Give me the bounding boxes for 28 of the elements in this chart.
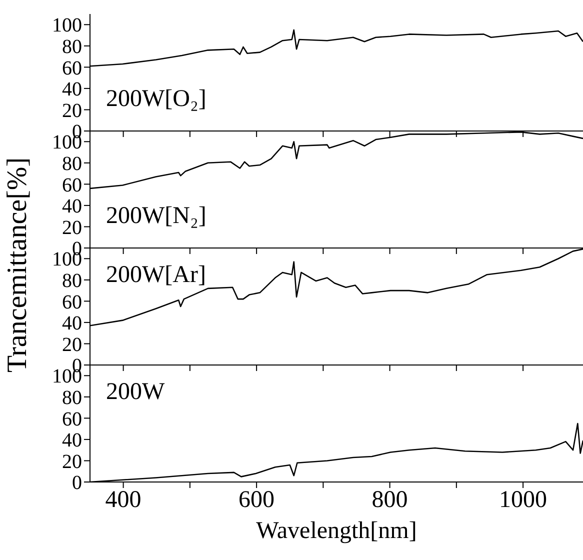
y-tick-label: 60 <box>62 408 82 430</box>
y-tick-label: 60 <box>62 174 82 196</box>
y-tick-label: 80 <box>62 153 82 176</box>
y-axis-title: Trancemittance[%] <box>2 157 34 373</box>
y-tick-label: 80 <box>62 36 82 58</box>
y-tick-label: 80 <box>62 387 82 410</box>
annotation: 200W <box>106 379 165 406</box>
annotation: 200W[O₂] <box>106 86 206 113</box>
annotation: 200W[N₂] <box>106 203 206 230</box>
y-tick-label: 40 <box>62 78 82 101</box>
y-tick-label: 40 <box>62 430 82 452</box>
y-tick-label: 20 <box>62 216 82 239</box>
x-tick-label: 600 <box>238 487 275 514</box>
x-tick-label: 400 <box>105 487 142 514</box>
y-tick-label: 60 <box>62 57 82 80</box>
y-tick-label: 0 <box>72 472 82 494</box>
y-tick-label: 20 <box>62 100 82 122</box>
y-tick-label: 60 <box>62 291 82 314</box>
y-tick-label: 40 <box>62 312 82 335</box>
x-tick-label: 800 <box>372 487 408 514</box>
y-tick-label: 80 <box>62 270 82 292</box>
y-tick-label: 20 <box>62 450 82 473</box>
annotation: 200W[Ar] <box>106 262 206 289</box>
x-axis-title: Wavelength[nm] <box>255 517 418 546</box>
y-tick-label: 20 <box>62 334 82 356</box>
x-tick-label: 1000 <box>499 487 548 514</box>
y-tick-label: 100 <box>52 14 82 37</box>
y-tick-label: 40 <box>62 196 82 218</box>
